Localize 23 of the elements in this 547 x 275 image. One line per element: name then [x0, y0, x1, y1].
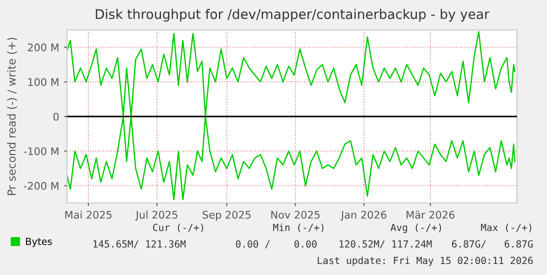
x-tick-label: Mär 2026	[406, 210, 454, 219]
x-tick-label: Jan 2026	[340, 210, 386, 221]
text: 0.00 / 0.00	[236, 240, 317, 248]
text: 145.65M/ 121.36M	[94, 240, 186, 248]
x-tick-label: Nov 2025	[271, 210, 320, 219]
text: Avg (-/+)	[390, 224, 442, 234]
y-axis-title: Pr second read (-) / write (+)	[7, 38, 18, 196]
text: 6.87G/ 6.87G	[452, 240, 533, 248]
text: Last update: Fri May 15 02:00:11 2026	[318, 256, 533, 266]
y-tick-label: -200 M	[24, 182, 58, 190]
text: Cur (-/+)	[153, 224, 204, 232]
y-tick-label: -100 M	[24, 147, 58, 156]
x-tick-label: Jul 2025	[135, 210, 178, 221]
y-tick-label: 0	[53, 112, 59, 121]
y-tick-label: 100 M	[28, 78, 58, 86]
text: Min (-/+)	[273, 224, 324, 232]
y-tick-label: 200 M	[28, 44, 58, 52]
x-tick-label: Mai 2025	[65, 210, 112, 219]
chart-title: Disk throughput for /dev/mapper/containerbackup - by year	[96, 8, 490, 22]
text: Max (-/+)	[481, 224, 532, 232]
x-tick-label: Sep 2025	[202, 210, 251, 221]
text: 120.52M/ 117.24M	[340, 240, 432, 248]
legend-label: Bytes	[26, 238, 52, 247]
